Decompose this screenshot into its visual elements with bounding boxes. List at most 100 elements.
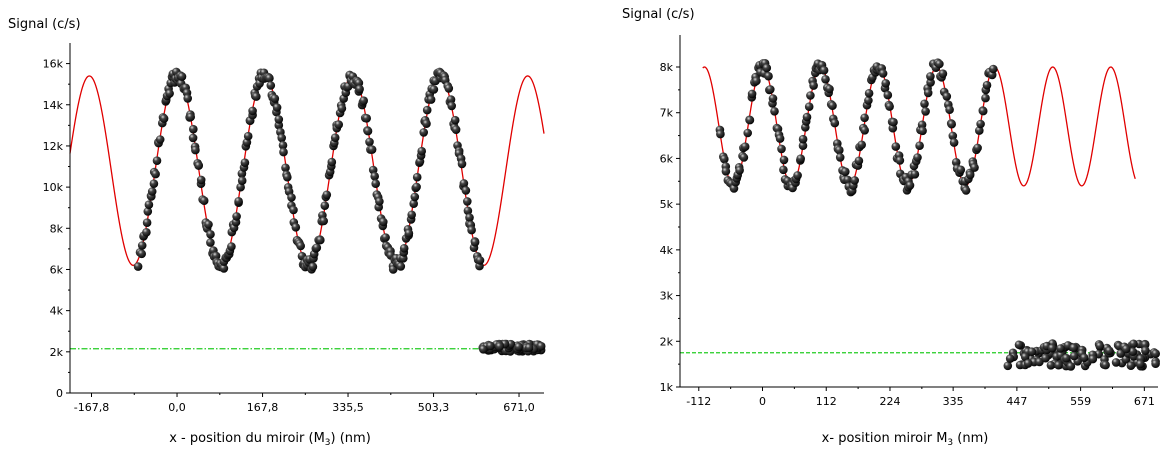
- chart-right-data-point: [770, 107, 779, 116]
- chart-left-data-point: [183, 94, 192, 103]
- chart-right-data-point: [1095, 341, 1105, 351]
- chart-right-x-tick-label: -112: [686, 395, 711, 408]
- chart-left-data-point: [291, 223, 301, 232]
- chart-left-y-tick-label: 8k: [50, 222, 64, 235]
- chart-right-data-point: [976, 119, 985, 129]
- chart-left-data-point: [327, 157, 337, 167]
- chart-right-data-point: [779, 155, 789, 165]
- chart-right-points-layer: [715, 58, 1160, 371]
- chart-left-data-point: [461, 186, 471, 195]
- chart-right-data-point: [1062, 353, 1071, 363]
- chart-left-data-point: [337, 104, 347, 113]
- chart-right-data-point: [864, 96, 873, 105]
- chart-left-data-point: [137, 241, 147, 250]
- chart-right-data-point: [945, 105, 954, 114]
- chart-left-data-point: [451, 125, 461, 134]
- chart-right-data-point: [1080, 353, 1089, 363]
- chart-right-data-point: [1111, 358, 1121, 367]
- chart-right-data-point: [1020, 352, 1030, 362]
- chart-left-data-point: [412, 172, 422, 182]
- chart-right-y-tick-label: 1k: [660, 381, 674, 394]
- chart-right-data-point: [1047, 343, 1057, 353]
- chart-right-data-point: [835, 153, 845, 162]
- chart-left-data-point: [444, 84, 454, 93]
- chart-left-data-point: [363, 126, 373, 136]
- chart-left-x-tick-label: 503,3: [418, 401, 450, 414]
- chart-left-data-point: [188, 133, 198, 143]
- chart-right-y-tick-label: 2k: [660, 335, 674, 348]
- chart-left: Signal (c/s) 0 2k 4k 6k 8k 10k 12k 14k 16k -167,8…: [8, 17, 546, 448]
- chart-right-data-point: [915, 141, 924, 150]
- chart-right-data-point: [735, 166, 744, 175]
- chart-right-data-point: [910, 170, 920, 179]
- chart-right-data-point: [850, 176, 859, 185]
- chart-right-data-point: [889, 117, 898, 127]
- chart-right-data-point: [821, 75, 830, 84]
- chart-right-fit-layer: [680, 66, 1158, 354]
- chart-right-data-point: [1136, 359, 1145, 369]
- chart-right-data-point: [716, 129, 725, 139]
- chart-left-data-point: [365, 137, 374, 147]
- chart-left-y-tick-label: 6k: [50, 263, 64, 276]
- chart-right-data-point: [973, 143, 982, 153]
- chart-right-data-point: [764, 71, 773, 81]
- chart-left-data-point: [289, 205, 298, 215]
- chart-right-data-point: [835, 145, 844, 155]
- chart-right-data-point: [1128, 347, 1138, 357]
- chart-left-data-point: [155, 135, 165, 144]
- chart-left-data-point: [475, 256, 485, 265]
- chart-left-data-point: [536, 341, 546, 351]
- chart-left-data-point: [470, 238, 480, 247]
- chart-left-data-point: [422, 105, 432, 115]
- chart-left-data-point: [404, 229, 414, 238]
- chart-right-data-point: [970, 163, 979, 172]
- chart-right-x-tick-label: 335: [943, 395, 964, 408]
- chart-left-data-point: [322, 190, 332, 200]
- chart-left-data-point: [463, 197, 472, 206]
- chart-right-data-point: [961, 186, 971, 195]
- chart-right-data-point: [949, 138, 959, 147]
- chart-left-data-point: [312, 243, 322, 252]
- chart-left-axes: 0 2k 4k 6k 8k 10k 12k 14k 16k -167,8 0,0 167,8 335,5…: [43, 43, 544, 414]
- chart-left-data-point: [151, 169, 160, 179]
- chart-right-data-point: [806, 91, 815, 100]
- chart-right-data-point: [881, 79, 890, 88]
- chart-right-data-point: [843, 175, 852, 185]
- chart-left-data-point: [266, 81, 276, 90]
- chart-right-data-point: [1069, 351, 1079, 361]
- chart-left-x-tick-label: 167,8: [247, 401, 279, 414]
- chart-right-data-point: [1069, 343, 1078, 353]
- chart-left-data-point: [265, 73, 274, 83]
- chart-right-data-point: [762, 63, 772, 73]
- chart-right-y-tick-label: 3k: [660, 290, 674, 303]
- chart-right-data-point: [878, 69, 888, 78]
- chart-right-data-point: [864, 89, 874, 98]
- chart-right-data-point: [819, 66, 829, 75]
- chart-left-data-point: [330, 133, 340, 142]
- chart-left-y-tick-label: 12k: [43, 140, 64, 153]
- chart-left-data-point: [409, 199, 419, 208]
- chart-right-data-point: [989, 64, 998, 74]
- chart-left-data-point: [381, 233, 390, 242]
- chart-right-data-point: [935, 59, 944, 69]
- chart-left-data-point: [133, 262, 143, 271]
- chart-right-data-point: [739, 153, 749, 162]
- chart-left-data-point: [419, 128, 429, 137]
- chart-right-data-point: [720, 154, 729, 164]
- chart-right-data-point: [1151, 359, 1160, 369]
- chart-right-y-tick-label: 8k: [660, 61, 674, 74]
- chart-left-data-point: [316, 235, 325, 245]
- chart-left-data-point: [396, 262, 406, 271]
- chart-left-data-point: [272, 103, 282, 112]
- chart-right-x-tick-label: 0: [759, 395, 766, 408]
- chart-left-data-point: [243, 131, 253, 141]
- chart-left-data-point: [143, 207, 153, 216]
- chart-right-data-point: [793, 171, 802, 180]
- chart-right-data-point: [923, 88, 933, 98]
- chart-left-data-point: [379, 217, 388, 227]
- chart-right-data-point: [740, 142, 750, 151]
- chart-left-y-tick-label: 10k: [43, 181, 64, 194]
- chart-left-y-tick-label: 4k: [50, 305, 64, 318]
- chart-left-data-point: [137, 249, 146, 259]
- chart-right-data-point: [942, 92, 952, 101]
